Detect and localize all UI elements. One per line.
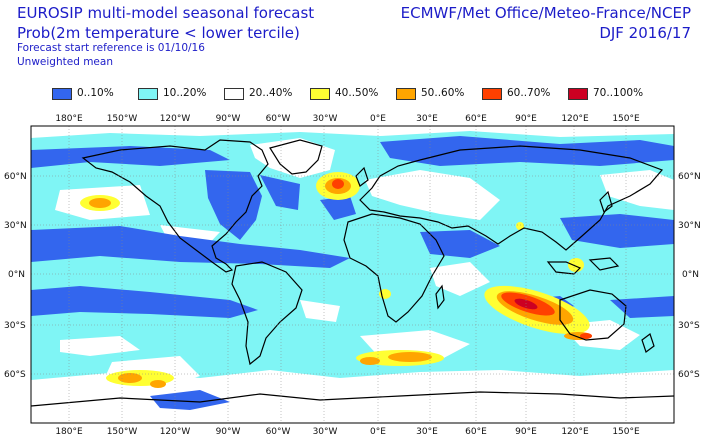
legend-swatch [396,88,416,100]
right-axis: 60°N 30°N 0°N 30°S 60°S [678,172,701,380]
coastlines [31,139,674,407]
season-title: DJF 2016/17 [599,24,691,42]
left-tick-label: 30°S [4,321,26,331]
bottom-tick-label: 120°W [160,427,191,437]
top-tick-label: 150°E [612,114,640,124]
left-tick-label: 60°N [4,172,27,182]
bottom-axis: 180°E 150°W 120°W 90°W 60°W 30°W 0°E 30°… [55,427,640,437]
top-tick-label: 60°W [266,114,291,124]
bottom-tick-label: 90°E [515,427,537,437]
title-main: EUROSIP multi-model seasonal forecast [17,4,315,22]
legend-swatch [224,88,244,100]
bottom-tick-label: 60°E [465,427,487,437]
top-tick-label: 150°W [107,114,138,124]
field-0-10 [31,136,674,410]
top-tick-label: 30°E [416,114,438,124]
left-axis: 60°N 30°N 0°N 30°S 60°S [4,172,27,380]
top-tick-label: 120°E [561,114,589,124]
title-variable: Prob(2m temperature < lower tercile) [17,24,300,42]
legend-swatch [482,88,502,100]
bottom-tick-label: 60°W [266,427,291,437]
bottom-tick-label: 150°E [612,427,640,437]
legend-swatch [310,88,330,100]
left-tick-label: 0°N [8,270,25,280]
centres-title: ECMWF/Met Office/Meteo-France/NCEP [400,4,691,22]
forecast-start-text: Forecast start reference is 01/10/16 [17,42,205,54]
top-tick-label: 30°W [313,114,338,124]
legend-swatch [138,88,158,100]
right-tick-label: 60°S [678,370,700,380]
top-tick-label: 120°W [160,114,191,124]
map-frame [30,125,675,424]
map-field [31,126,674,423]
legend-label: 50..60% [421,87,465,99]
right-tick-label: 0°N [682,270,699,280]
legend-label: 40..50% [335,87,379,99]
legend-label: 60..70% [507,87,551,99]
top-tick-label: 90°E [515,114,537,124]
top-tick-label: 60°E [465,114,487,124]
bottom-tick-label: 30°E [416,427,438,437]
legend-label: 0..10% [77,87,114,99]
bottom-tick-label: 0°E [370,427,386,437]
left-tick-label: 30°N [4,221,27,231]
bottom-tick-label: 150°W [107,427,138,437]
top-axis: 180°E 150°W 120°W 90°W 60°W 30°W 0°E 30°… [55,114,640,124]
legend-label: 10..20% [163,87,207,99]
legend-label: 20..40% [249,87,293,99]
bottom-tick-label: 180°E [55,427,83,437]
right-tick-label: 30°N [678,221,701,231]
bottom-tick-label: 90°W [216,427,241,437]
legend-swatch [568,88,588,100]
left-tick-label: 60°S [4,370,26,380]
top-tick-label: 180°E [55,114,83,124]
bottom-tick-label: 30°W [313,427,338,437]
graticule [31,126,674,423]
legend-label: 70..100% [593,87,644,99]
top-tick-label: 0°E [370,114,386,124]
right-tick-label: 60°N [678,172,701,182]
right-tick-label: 30°S [678,321,700,331]
bottom-tick-label: 120°E [561,427,589,437]
legend-swatch [52,88,72,100]
top-tick-label: 90°W [216,114,241,124]
weighting-text: Unweighted mean [17,56,113,68]
